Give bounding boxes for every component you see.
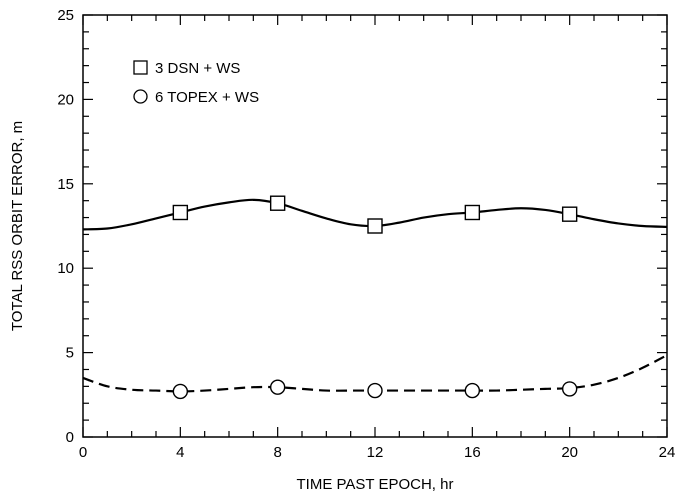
legend-label-topex: 6 TOPEX + WS	[155, 89, 259, 106]
x-tick-label: 0	[79, 444, 87, 461]
data-point-circle	[464, 382, 481, 399]
x-tick-label: 24	[659, 444, 676, 461]
series-layer	[82, 195, 668, 400]
x-tick-label: 8	[273, 444, 281, 461]
x-tick-label: 12	[367, 444, 384, 461]
data-point-square	[561, 206, 578, 222]
y-tick-label: 15	[57, 176, 74, 193]
data-point-circle	[367, 382, 383, 399]
data-point-square	[464, 204, 481, 221]
y-tick-label: 0	[66, 429, 74, 446]
data-point-square	[269, 195, 286, 211]
data-point-square	[367, 218, 383, 234]
x-tick-label: 16	[464, 444, 481, 461]
x-tick-label: 4	[176, 444, 184, 461]
data-point-square	[172, 204, 189, 221]
x-tick-label: 20	[561, 444, 578, 461]
legend-square-marker	[133, 60, 148, 75]
y-tick-label: 5	[66, 345, 74, 362]
data-point-circle	[561, 381, 578, 397]
y-tick-label: 10	[57, 260, 74, 277]
y-tick-label: 20	[57, 91, 74, 108]
y-axis-label: TOTAL RSS ORBIT ERROR, m	[9, 121, 26, 331]
axis-ticks	[82, 14, 668, 438]
legend-label-dsn: 3 DSN + WS	[155, 60, 240, 77]
tick-labels: 0 4 8 12 16 20 24 0 5 10 15 20 25	[57, 7, 675, 461]
legend: 3 DSN + WS 6 TOPEX + WS	[133, 60, 259, 106]
data-point-circle	[172, 383, 189, 400]
data-point-circle	[269, 379, 286, 395]
legend-circle-marker	[133, 89, 148, 104]
y-tick-label: 25	[57, 7, 74, 24]
x-axis-label: TIME PAST EPOCH, hr	[297, 476, 454, 493]
